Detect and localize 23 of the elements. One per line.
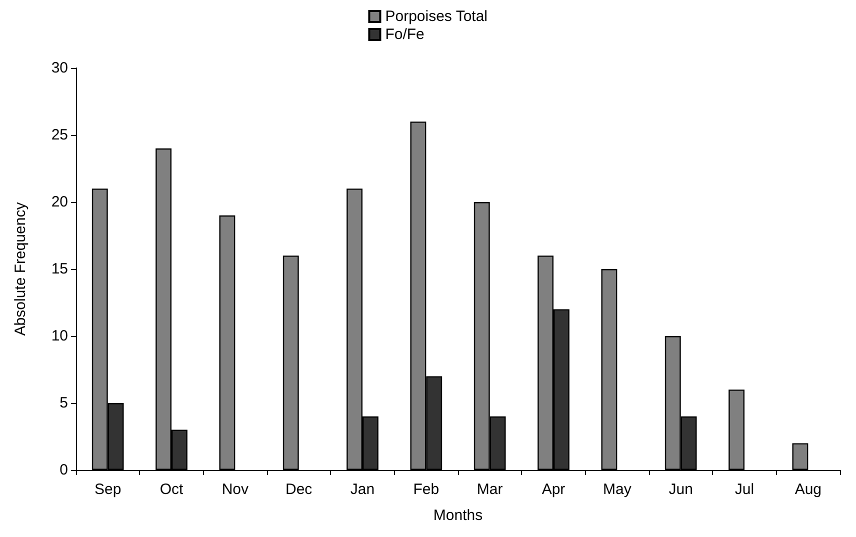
y-tick-label: 5 xyxy=(60,394,68,412)
x-axis-title: Months xyxy=(433,507,483,524)
legend-label: Fo/Fe xyxy=(385,26,424,43)
y-axis-title: Absolute Frequency xyxy=(12,202,29,336)
x-tick-label: Oct xyxy=(160,481,184,498)
x-tick-label: Mar xyxy=(476,481,503,498)
x-tick-label: Sep xyxy=(94,481,122,498)
x-tick-label: Apr xyxy=(542,481,566,498)
x-tick-label: Aug xyxy=(794,481,822,498)
legend-label: Porpoises Total xyxy=(385,8,488,25)
y-tick-label: 20 xyxy=(51,194,68,210)
x-tick-label: Dec xyxy=(285,481,313,498)
y-tick-label: 15 xyxy=(51,260,68,278)
x-tick-label: Jan xyxy=(350,481,375,498)
x-tick-label: May xyxy=(602,481,632,498)
y-tick-label: 0 xyxy=(60,462,68,478)
x-tick-label: Jul xyxy=(734,481,754,498)
x-tick-label: Jun xyxy=(668,481,693,498)
y-tick-label: 30 xyxy=(51,60,68,76)
x-tick-label: Nov xyxy=(222,481,249,498)
y-tick-label: 10 xyxy=(51,328,68,344)
y-tick-label: 25 xyxy=(51,126,68,144)
x-tick-label: Feb xyxy=(413,481,440,498)
